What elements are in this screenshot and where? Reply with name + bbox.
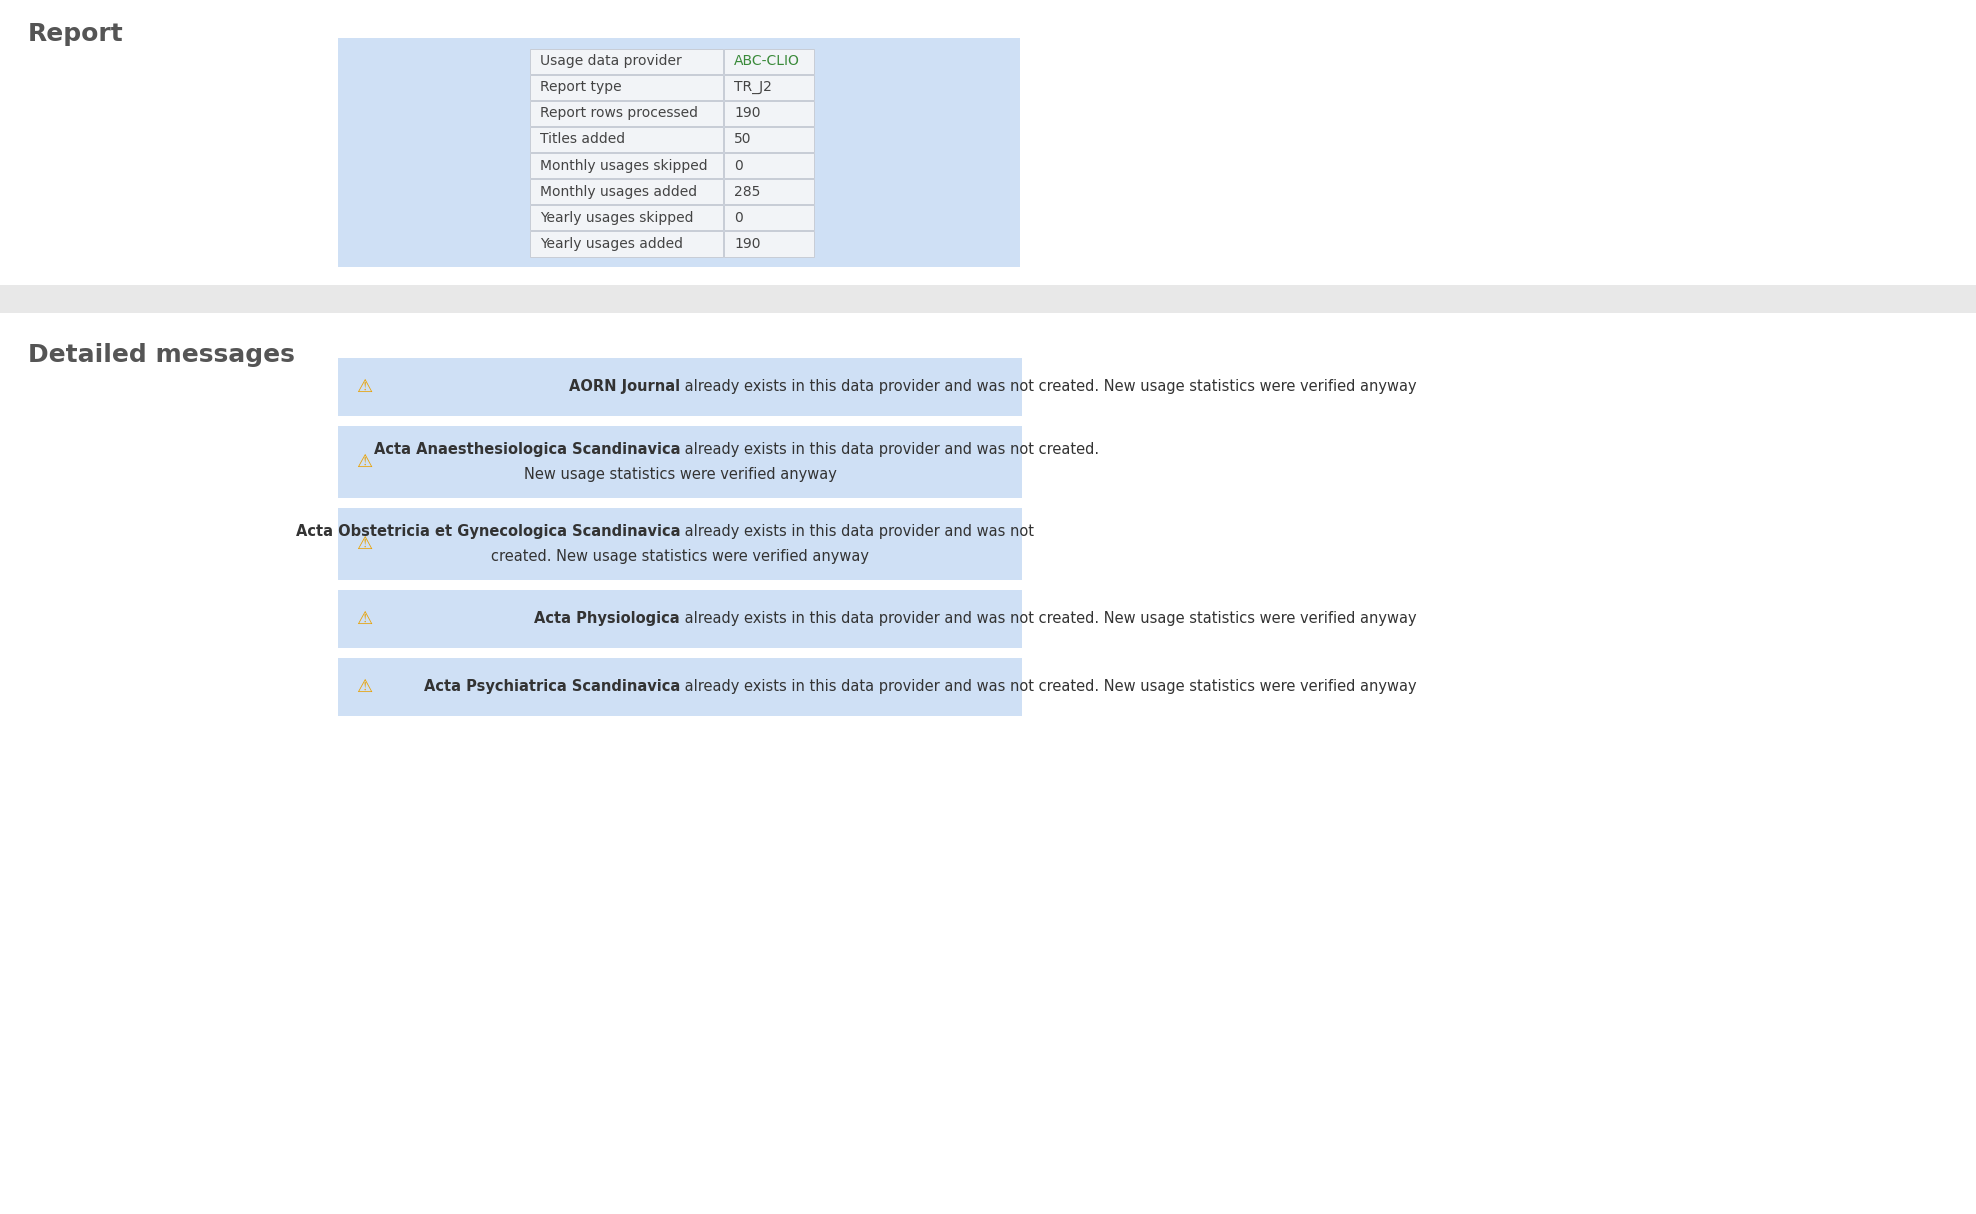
Text: ABC-CLIO: ABC-CLIO <box>733 55 800 68</box>
Bar <box>338 658 1022 716</box>
Bar <box>723 153 814 178</box>
Text: ⚠: ⚠ <box>356 677 371 696</box>
Text: TR_J2: TR_J2 <box>733 80 773 95</box>
Bar <box>723 74 814 100</box>
Text: New usage statistics were verified anyway: New usage statistics were verified anywa… <box>524 466 836 482</box>
Bar <box>530 153 723 178</box>
Bar <box>530 205 723 231</box>
Text: Acta Anaesthesiologica Scandinavica: Acta Anaesthesiologica Scandinavica <box>373 442 680 458</box>
Bar <box>338 426 1022 498</box>
Text: Yearly usages skipped: Yearly usages skipped <box>539 211 694 225</box>
Text: already exists in this data provider and was not created. New usage statistics w: already exists in this data provider and… <box>680 680 1417 694</box>
Text: already exists in this data provider and was not created. New usage statistics w: already exists in this data provider and… <box>680 380 1417 395</box>
Text: ⚠: ⚠ <box>356 378 371 396</box>
Bar <box>530 101 723 126</box>
Bar <box>338 38 1020 267</box>
Bar <box>0 0 1976 285</box>
Text: Detailed messages: Detailed messages <box>28 344 294 367</box>
Text: Acta Physiologica: Acta Physiologica <box>534 612 680 626</box>
Text: Report: Report <box>28 22 124 46</box>
Text: Acta Psychiatrica Scandinavica: Acta Psychiatrica Scandinavica <box>423 680 680 694</box>
Text: Usage data provider: Usage data provider <box>539 55 682 68</box>
Text: 285: 285 <box>733 185 761 199</box>
Text: already exists in this data provider and was not created. New usage statistics w: already exists in this data provider and… <box>680 612 1417 626</box>
Text: 50: 50 <box>733 132 751 147</box>
Text: Report type: Report type <box>539 80 622 95</box>
Bar <box>0 285 1976 313</box>
Text: Titles added: Titles added <box>539 132 624 147</box>
Bar <box>530 232 723 256</box>
Bar <box>530 127 723 152</box>
Bar <box>338 358 1022 416</box>
Bar <box>723 180 814 204</box>
Text: already exists in this data provider and was not created.: already exists in this data provider and… <box>680 442 1099 458</box>
Bar <box>338 507 1022 580</box>
Bar <box>723 232 814 256</box>
Text: AORN Journal: AORN Journal <box>569 380 680 395</box>
Text: 190: 190 <box>733 107 761 120</box>
Bar <box>723 205 814 231</box>
Bar <box>530 49 723 74</box>
Text: Yearly usages added: Yearly usages added <box>539 237 684 251</box>
Bar <box>0 313 1976 1214</box>
Bar <box>723 49 814 74</box>
Text: Monthly usages added: Monthly usages added <box>539 185 698 199</box>
Text: 0: 0 <box>733 211 743 225</box>
Bar <box>530 180 723 204</box>
Text: Acta Obstetricia et Gynecologica Scandinavica: Acta Obstetricia et Gynecologica Scandin… <box>296 524 680 539</box>
Text: already exists in this data provider and was not: already exists in this data provider and… <box>680 524 1033 539</box>
Text: 0: 0 <box>733 159 743 172</box>
Bar <box>723 101 814 126</box>
Text: Monthly usages skipped: Monthly usages skipped <box>539 159 707 172</box>
Text: ⚠: ⚠ <box>356 535 371 554</box>
Bar <box>723 127 814 152</box>
Text: ⚠: ⚠ <box>356 609 371 628</box>
Bar <box>530 74 723 100</box>
Text: created. New usage statistics were verified anyway: created. New usage statistics were verif… <box>490 549 869 563</box>
Text: 190: 190 <box>733 237 761 251</box>
Text: ⚠: ⚠ <box>356 453 371 471</box>
Text: Report rows processed: Report rows processed <box>539 107 698 120</box>
Bar <box>338 590 1022 648</box>
